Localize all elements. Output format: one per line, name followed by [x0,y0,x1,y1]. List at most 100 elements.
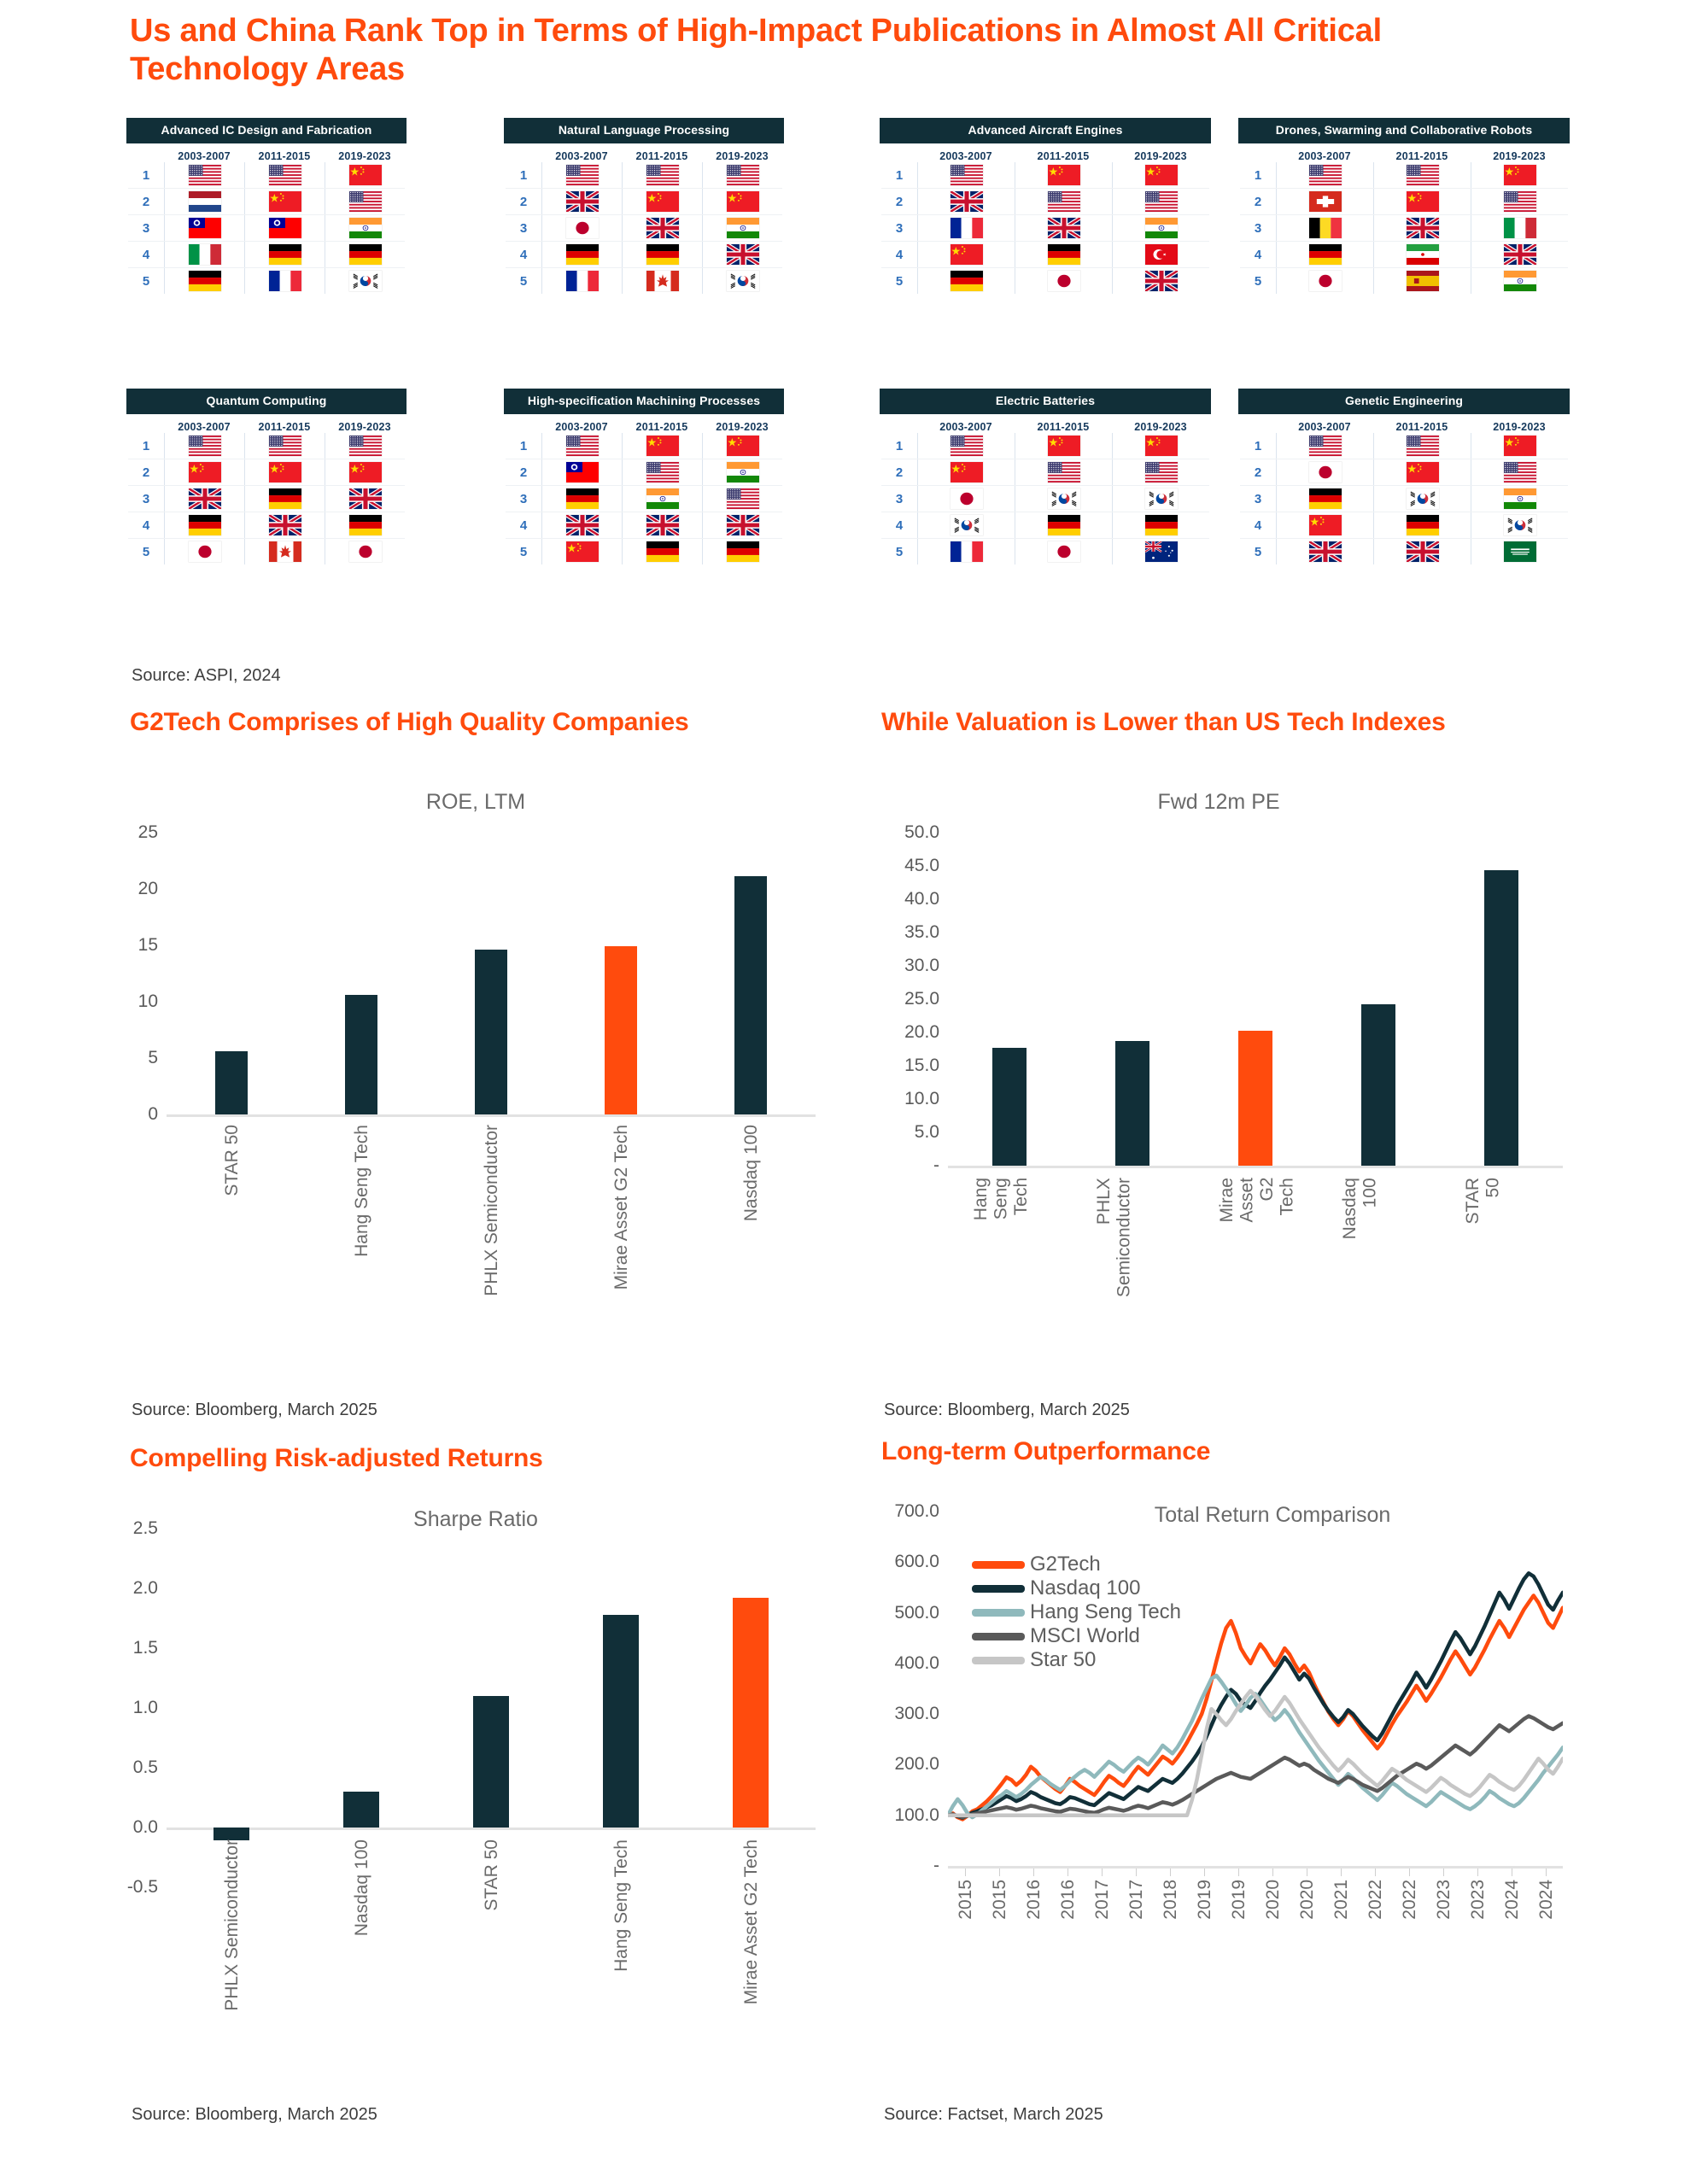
flag-us-icon [646,462,679,483]
x-axis-tick-label: 2017 [1126,1880,1146,1920]
flag-cell [1471,242,1568,268]
rank-label: 4 [1254,247,1262,262]
column-header-2: 2019-2023 [1493,421,1546,434]
flag-card-body: 2003-2007 2011-2015 2019-2023 1 2 3 4 5 [126,414,407,568]
flag-cn-icon [1047,165,1080,186]
flag-cn-icon [1308,515,1342,536]
y-axis-tick-label: 2.5 [132,1518,158,1538]
y-axis-tick-label: 1.0 [132,1698,158,1717]
flag-cell [1112,539,1209,565]
flag-card-title: High-specification Machining Processes [504,389,784,415]
flag-cell [541,539,622,565]
bar-4 [734,876,767,1114]
flag-cell [1373,486,1471,512]
flag-cell [164,268,244,295]
table-row: 5 [881,539,1209,565]
flag-cell [1276,433,1373,459]
flag-us-icon [1503,191,1536,213]
flag-kr-icon [1503,515,1536,536]
flag-cell [1015,242,1112,268]
table-row: 3 [881,486,1209,513]
x-axis-tick [1272,1869,1273,1876]
x-axis-tick-label: 2015 [956,1880,975,1920]
flag-cell [1471,459,1568,486]
flag-us-icon [726,165,759,186]
bar-2 [475,950,507,1114]
flag-cell [622,459,702,486]
flag-us-icon [950,436,983,457]
x-axis-tick-label: 2023 [1434,1880,1454,1920]
x-axis-tick [1546,1869,1547,1876]
legend-label: G2Tech [1030,1553,1101,1576]
rank-label: 1 [142,438,150,453]
flag-gb-icon [1308,541,1342,563]
flag-cell [244,486,325,512]
table-row: 4 [1240,512,1568,540]
legend-swatch-icon [972,1656,1025,1664]
rank-label: 2 [142,194,150,209]
column-header-1: 2011-2015 [1037,421,1090,434]
flag-cell [1276,189,1373,215]
rank-label: 4 [519,247,528,262]
flag-us-icon [1406,165,1439,186]
x-axis-tick [999,1869,1000,1876]
flag-cell [325,512,405,539]
column-header-0: 2003-2007 [1298,421,1351,434]
flag-cell [1015,539,1112,565]
x-axis-tick-label: STAR 50 [1463,1178,1503,1225]
column-header-2: 2019-2023 [716,421,769,434]
flag-in-icon [726,218,759,239]
column-header-2: 2019-2023 [338,150,391,163]
bar-0 [992,1047,1027,1166]
legend-label: Nasdaq 100 [1030,1576,1141,1599]
rank-label: 1 [1254,167,1262,183]
flag-cell [325,215,405,242]
rank-label: 2 [142,465,150,480]
flag-cell [1276,268,1373,295]
flag-gb-icon [1406,218,1439,239]
flag-de-icon [188,515,221,536]
flag-cell [1276,162,1373,189]
flag-cell [244,459,325,486]
flag-de-icon [1308,488,1342,510]
rank-label: 5 [519,544,528,559]
legend-item-3: MSCI World [972,1624,1181,1648]
flag-cn-icon [1406,462,1439,483]
flag-cell [1373,215,1471,242]
rank-label: 5 [142,544,150,559]
flag-fr-icon [565,271,599,292]
rank-label: 3 [1254,220,1262,236]
flag-cell [917,433,1015,459]
column-header-0: 2003-2007 [178,421,231,434]
flag-cell [164,242,244,268]
flag-cell [1015,268,1112,295]
flag-in-icon [646,488,679,510]
table-row: 4 [128,512,405,540]
rank-label: 4 [519,518,528,533]
rank-label: 3 [142,220,150,236]
flag-cell [917,242,1015,268]
flag-fr-icon [268,271,301,292]
flag-cell [622,162,702,189]
flag-cell [702,215,782,242]
legend-swatch-icon [972,1608,1025,1617]
x-axis-tick-label: PHLX Semiconductor [222,1839,242,2011]
chart-title-roe: ROE, LTM [425,790,526,814]
flag-cell [622,189,702,215]
table-row: 4 [881,242,1209,269]
page-title: Us and China Rank Top in Terms of High-I… [130,13,1382,87]
flag-cn-icon [726,436,759,457]
flag-sa-icon [1503,541,1536,563]
panel-pe: While Valuation is Lower than US Tech In… [881,707,1565,737]
flag-card-3: Drones, Swarming and Collaborative Robot… [1238,118,1570,298]
flag-cell [1112,486,1209,512]
x-axis-tick-label: 2021 [1331,1880,1351,1920]
flag-gb-icon [565,515,599,536]
flag-cell [1471,162,1568,189]
flag-cell [622,215,702,242]
column-header-0: 2003-2007 [939,421,992,434]
x-axis-baseline [948,1166,1563,1168]
flag-cell [1373,539,1471,565]
column-header-1: 2011-2015 [1395,150,1448,163]
table-row: 1 [881,162,1209,190]
